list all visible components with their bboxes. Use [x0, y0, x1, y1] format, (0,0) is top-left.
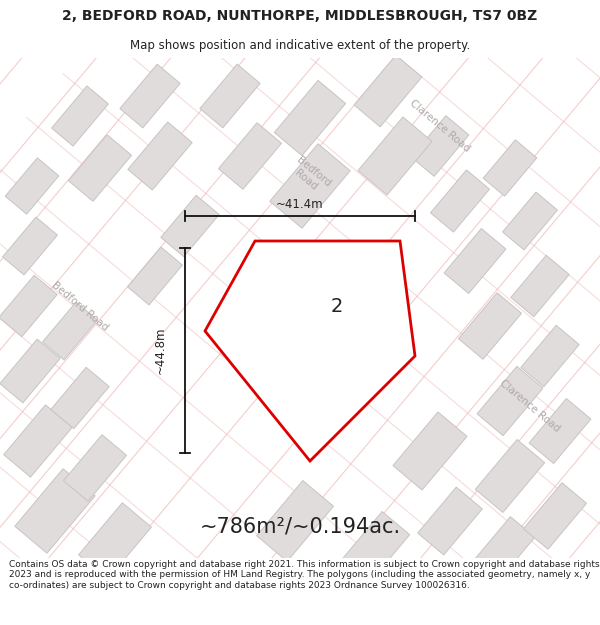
Text: Contains OS data © Crown copyright and database right 2021. This information is : Contains OS data © Crown copyright and d… [9, 560, 599, 590]
Polygon shape [431, 170, 490, 232]
Text: Bedford Road: Bedford Road [50, 279, 110, 332]
Polygon shape [523, 482, 587, 549]
Polygon shape [475, 517, 535, 579]
Polygon shape [418, 487, 482, 555]
Polygon shape [79, 503, 151, 579]
Polygon shape [274, 81, 346, 156]
Polygon shape [128, 247, 182, 305]
Polygon shape [120, 64, 180, 128]
Text: ~44.8m: ~44.8m [154, 327, 167, 374]
Polygon shape [200, 64, 260, 128]
Polygon shape [68, 135, 131, 201]
Text: 2, BEDFORD ROAD, NUNTHORPE, MIDDLESBROUGH, TS7 0BZ: 2, BEDFORD ROAD, NUNTHORPE, MIDDLESBROUG… [62, 9, 538, 23]
Polygon shape [15, 469, 95, 553]
Polygon shape [411, 116, 469, 176]
Polygon shape [2, 217, 58, 275]
Text: Map shows position and indicative extent of the property.: Map shows position and indicative extent… [130, 39, 470, 52]
Polygon shape [0, 275, 57, 337]
Polygon shape [354, 55, 422, 127]
Polygon shape [161, 195, 219, 257]
Polygon shape [128, 122, 192, 190]
Polygon shape [444, 229, 506, 294]
Polygon shape [458, 292, 521, 359]
Polygon shape [205, 241, 415, 461]
Polygon shape [51, 368, 109, 429]
Polygon shape [270, 144, 350, 228]
Polygon shape [43, 302, 97, 360]
Polygon shape [483, 140, 537, 196]
Polygon shape [4, 405, 72, 477]
Polygon shape [52, 86, 109, 146]
Polygon shape [393, 412, 467, 490]
Polygon shape [503, 192, 557, 250]
Text: 2: 2 [331, 296, 343, 316]
Polygon shape [529, 399, 591, 464]
Polygon shape [257, 481, 334, 561]
Text: Bedford
Road: Bedford Road [287, 154, 332, 198]
Text: Clarence Road: Clarence Road [408, 98, 472, 154]
Polygon shape [64, 435, 127, 501]
Polygon shape [511, 255, 569, 317]
Polygon shape [0, 339, 60, 403]
Polygon shape [521, 325, 579, 387]
Polygon shape [475, 439, 545, 512]
Polygon shape [477, 366, 543, 436]
Polygon shape [358, 117, 432, 195]
Polygon shape [5, 158, 59, 214]
Polygon shape [218, 122, 281, 189]
Polygon shape [340, 511, 410, 584]
Text: ~786m²/~0.194ac.: ~786m²/~0.194ac. [199, 516, 401, 536]
Text: Clarence Road: Clarence Road [498, 378, 562, 434]
Text: ~41.4m: ~41.4m [276, 198, 324, 211]
